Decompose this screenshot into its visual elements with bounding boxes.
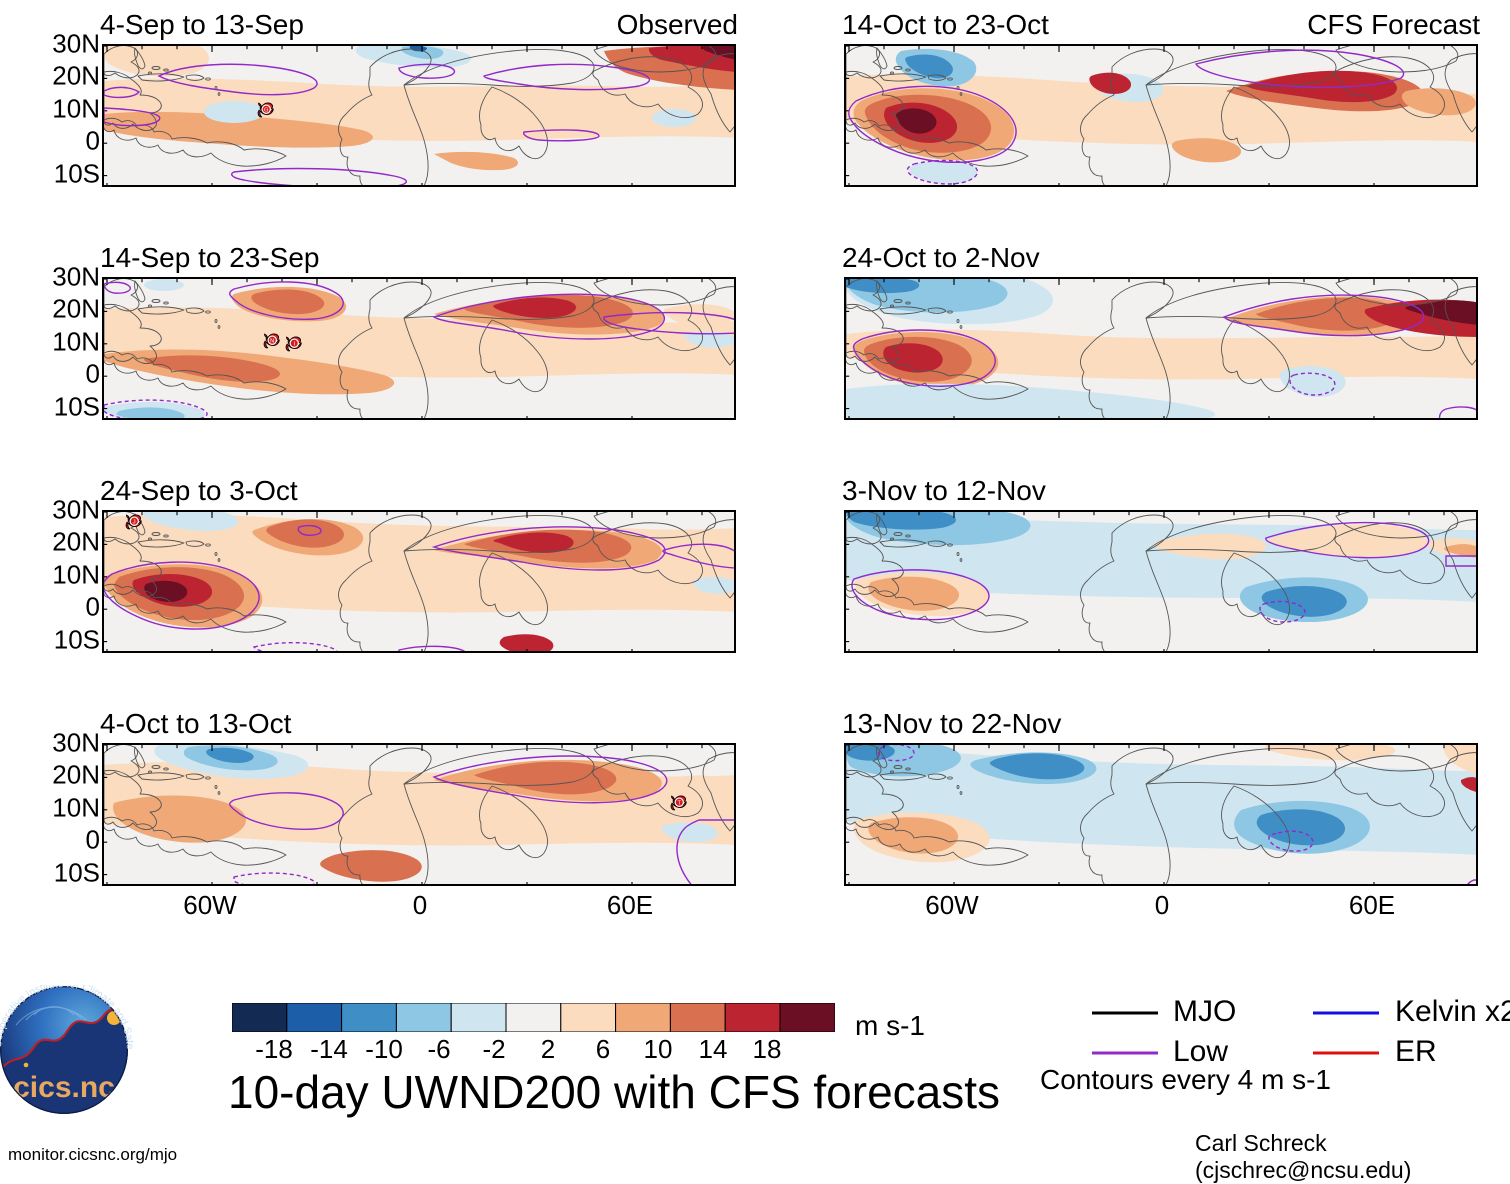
svg-text:cics.nc: cics.nc — [13, 1071, 115, 1104]
svg-text:N: N — [270, 339, 274, 345]
svg-text:G: G — [264, 108, 269, 114]
svg-text:J: J — [133, 520, 136, 526]
svg-text:T: T — [677, 801, 681, 807]
